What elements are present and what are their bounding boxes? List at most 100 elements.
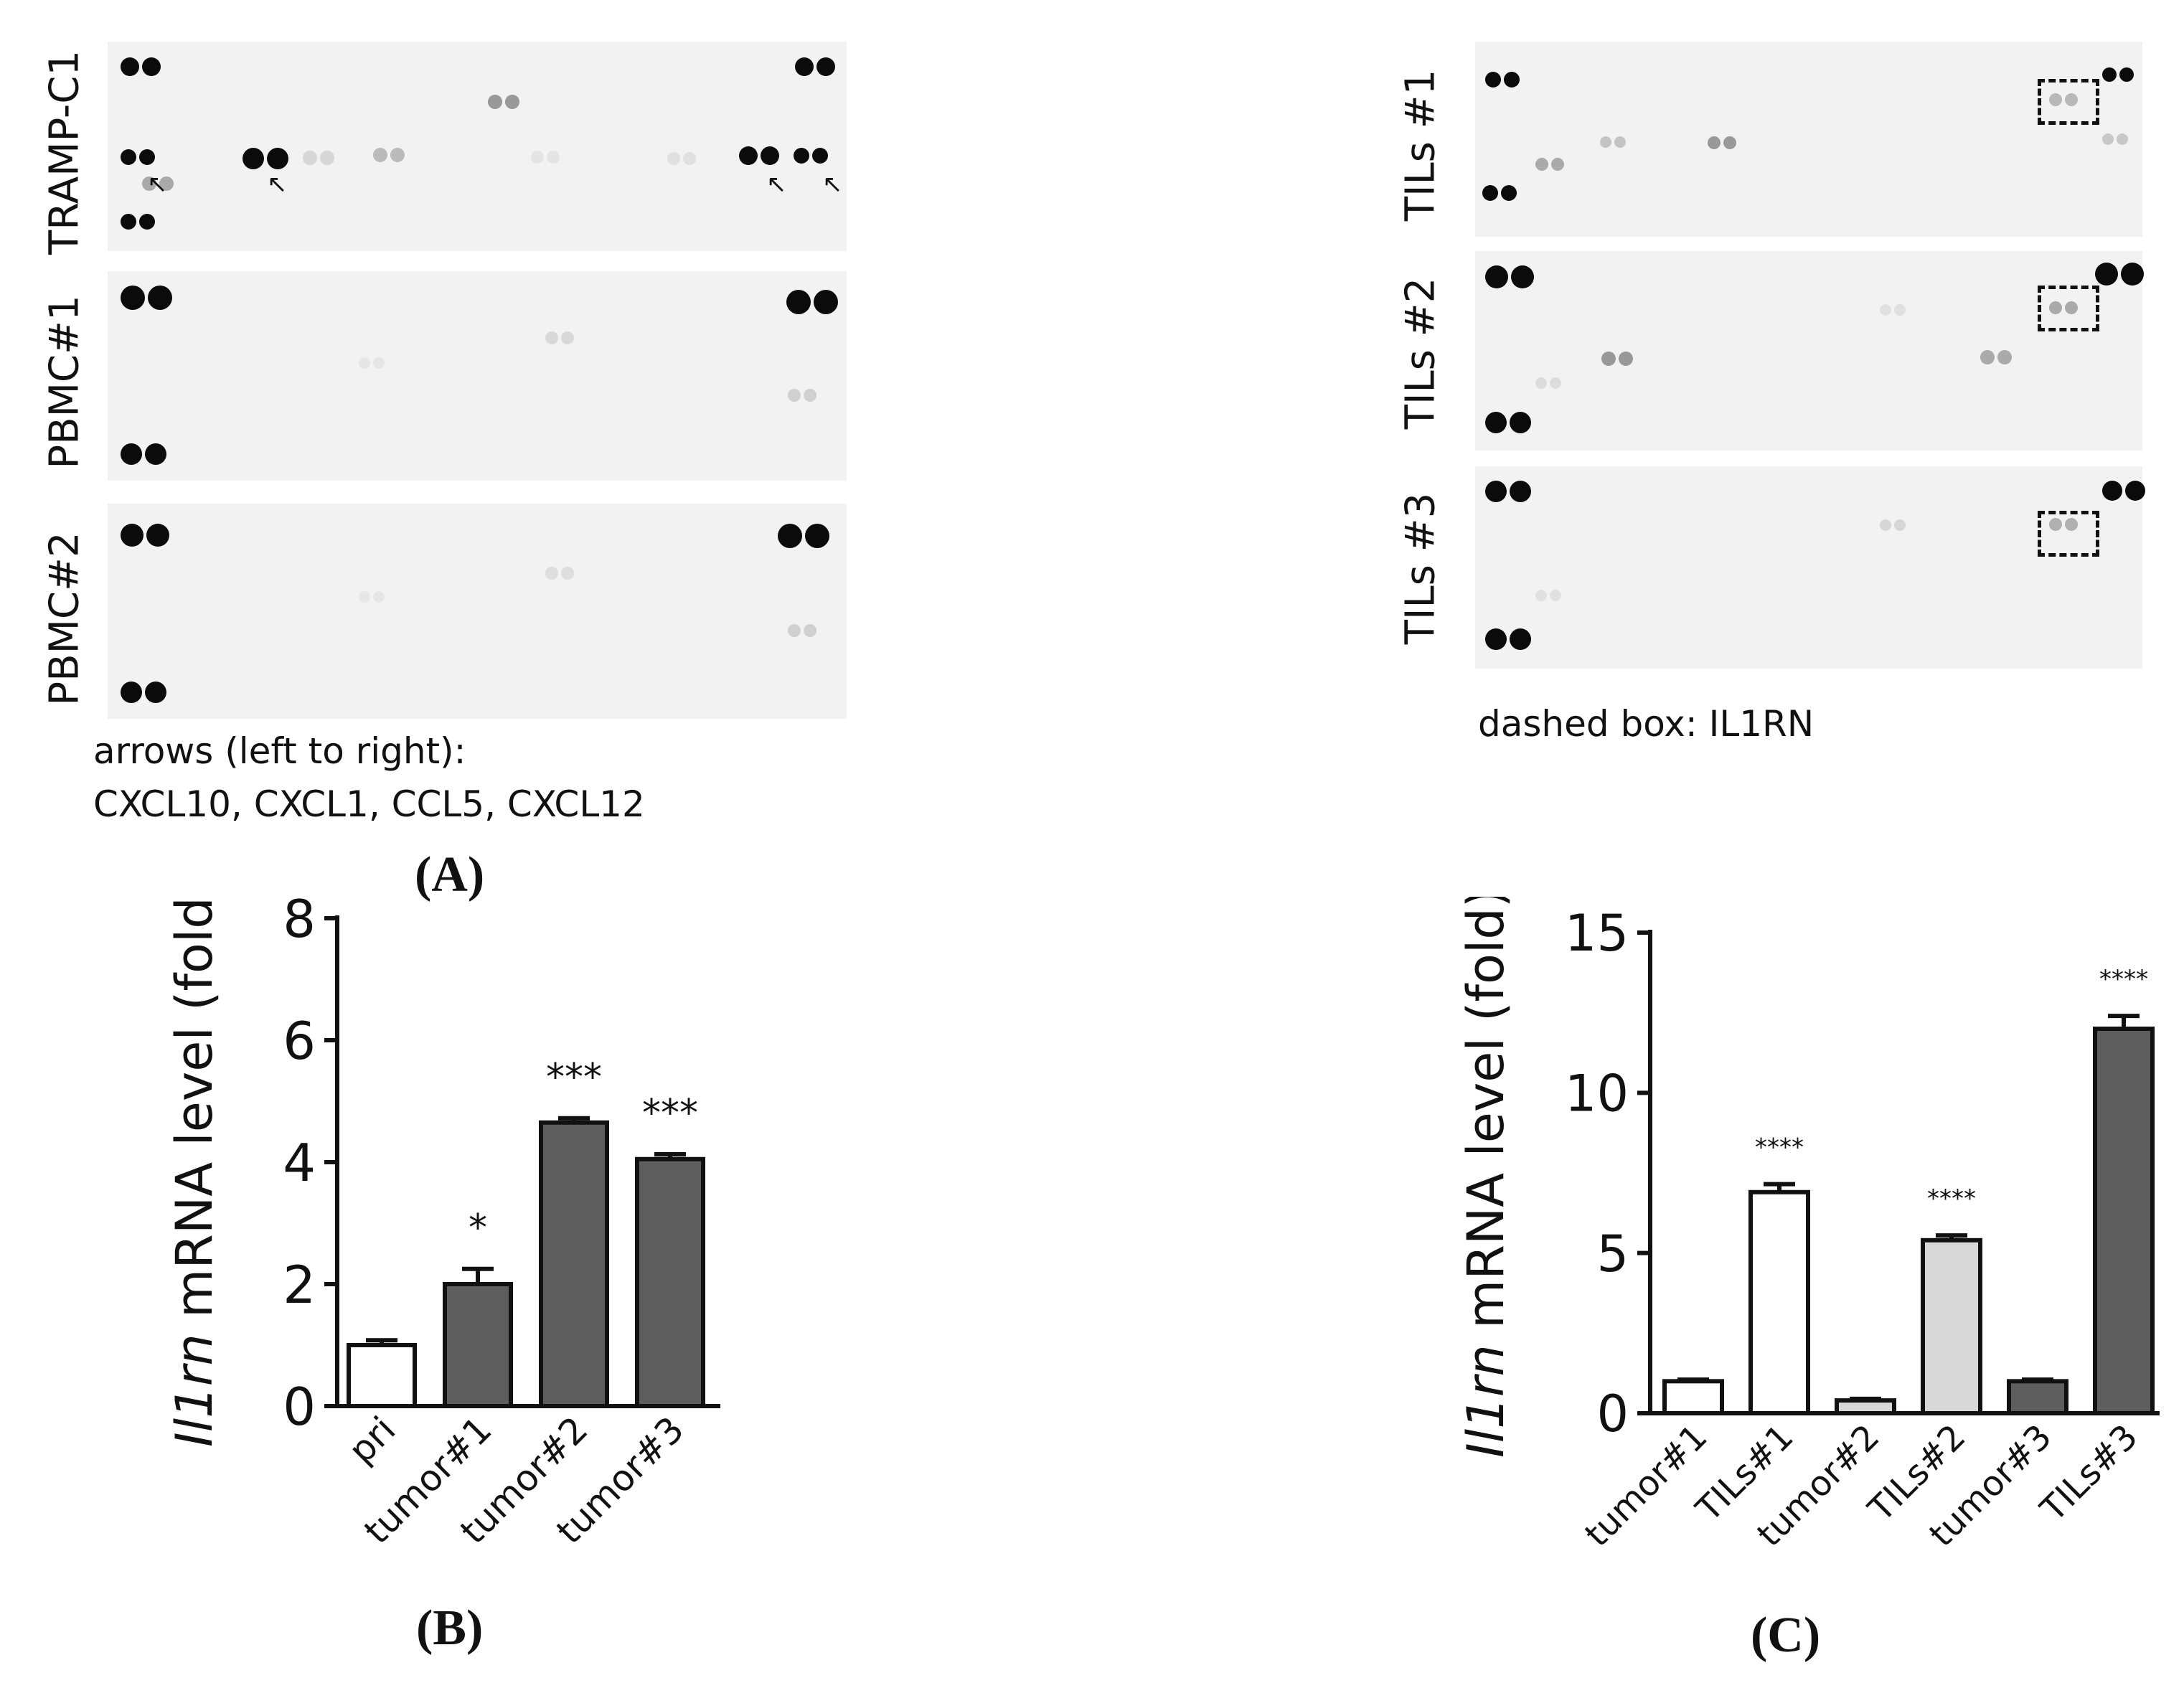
array-spot <box>159 176 174 191</box>
array-spot <box>121 214 136 230</box>
array-spot <box>2065 93 2078 106</box>
array-spot <box>683 152 696 165</box>
array-spot <box>1551 158 1564 171</box>
array-spot <box>1535 377 1547 389</box>
array-spot <box>139 149 155 165</box>
array-spot <box>1504 72 1520 88</box>
array-spot <box>1550 377 1561 389</box>
array-spot <box>505 95 519 109</box>
array-spot <box>121 57 139 76</box>
array-blot-tils2 <box>1475 251 2142 451</box>
array-spot <box>1614 136 1626 148</box>
panel-letter-a: (A) <box>415 847 485 902</box>
arrow-icon: ↖ <box>822 171 843 198</box>
arrow-icon: ↖ <box>267 171 288 198</box>
array-spot <box>145 682 166 703</box>
array-spot <box>267 148 288 169</box>
array-spot <box>121 443 142 465</box>
array-spot <box>1601 352 1616 366</box>
array-spot <box>390 148 405 162</box>
array-spot <box>545 331 558 344</box>
array-spot <box>805 524 829 548</box>
array-spot <box>142 57 161 76</box>
bar <box>2093 1027 2155 1415</box>
array-spot <box>816 57 835 76</box>
array-spot <box>359 591 370 603</box>
array-spot <box>2119 67 2134 82</box>
array-spot <box>2121 263 2144 286</box>
array-spot <box>561 331 574 344</box>
significance-mark: *** <box>642 1092 698 1135</box>
array-spot <box>1723 136 1736 149</box>
array-spot <box>1482 185 1498 201</box>
array-spot <box>146 524 169 547</box>
array-spot <box>1894 519 1906 531</box>
array-blot-pbmc1 <box>108 271 847 481</box>
significance-mark: **** <box>2099 965 2148 994</box>
array-spot <box>667 152 680 165</box>
array-spot <box>303 151 317 165</box>
array-spot <box>121 682 142 703</box>
arrow-icon: ↖ <box>766 171 787 198</box>
array-spot <box>786 290 811 314</box>
x-category-label: TILs#3 <box>2033 1417 2146 1530</box>
array-spot <box>1997 350 2012 364</box>
x-category-label: pri <box>341 1408 404 1471</box>
bar <box>1662 1379 1724 1415</box>
array-spot <box>1485 628 1507 650</box>
array-label: PBMC#2 <box>41 532 88 706</box>
y-axis-label: Il1rn mRNA level (fold) <box>1456 897 1515 1458</box>
array-spot <box>788 624 801 637</box>
array-spot <box>2102 67 2117 82</box>
array-spot <box>547 151 560 164</box>
array-spot <box>778 524 802 548</box>
y-tick-label: 4 <box>283 1133 316 1193</box>
bar <box>1921 1238 1982 1415</box>
array-spot <box>2065 518 2078 531</box>
array-spot <box>1510 481 1531 502</box>
array-spot <box>488 95 502 109</box>
array-label: PBMC#1 <box>41 295 88 469</box>
panel-letter-b: (B) <box>416 1600 484 1656</box>
y-axis-label-unit: mRNA level (fold) <box>1456 897 1515 1344</box>
array-spot <box>2125 481 2145 501</box>
dashed-box-caption: dashed box: IL1RN <box>1478 703 1814 745</box>
array-spot <box>1510 412 1531 433</box>
array-spot <box>545 567 558 580</box>
arrow-icon: ↖ <box>147 171 168 198</box>
array-spot <box>1708 136 1721 149</box>
array-spot <box>794 148 809 164</box>
array-spot <box>1535 158 1548 171</box>
array-spot <box>761 146 779 165</box>
array-spot <box>1535 590 1547 601</box>
significance-mark: *** <box>546 1056 602 1099</box>
arrows-caption-line2: CXCL10, CXCL1, CCL5, CXCL12 <box>93 783 645 825</box>
array-spot <box>243 148 264 169</box>
array-spot <box>373 148 387 162</box>
array-spot <box>561 567 574 580</box>
bar <box>2007 1379 2068 1415</box>
array-spot <box>1894 304 1906 316</box>
bar <box>347 1343 417 1408</box>
array-spot <box>1485 265 1508 288</box>
array-spot <box>145 443 166 465</box>
bar <box>539 1120 609 1408</box>
significance-mark: **** <box>1755 1133 1804 1162</box>
array-blot-tils1 <box>1475 42 2142 237</box>
array-label: TILs #2 <box>1397 277 1444 430</box>
array-spot <box>2049 301 2062 314</box>
array-spot <box>739 146 758 165</box>
array-spot <box>1485 412 1507 433</box>
array-label: TILs #3 <box>1397 492 1444 645</box>
y-axis-label-gene: Il1rn <box>1456 1344 1515 1458</box>
array-spot <box>121 286 145 310</box>
array-spot <box>2065 301 2078 314</box>
array-spot <box>1619 352 1633 366</box>
array-spot <box>373 357 385 369</box>
array-spot <box>1501 185 1517 201</box>
il1rn-dashed-box <box>2038 286 2099 331</box>
y-axis-label-gene: Il1rn <box>165 1334 224 1447</box>
array-blot-tils3 <box>1475 466 2142 669</box>
array-spot <box>1485 72 1501 88</box>
